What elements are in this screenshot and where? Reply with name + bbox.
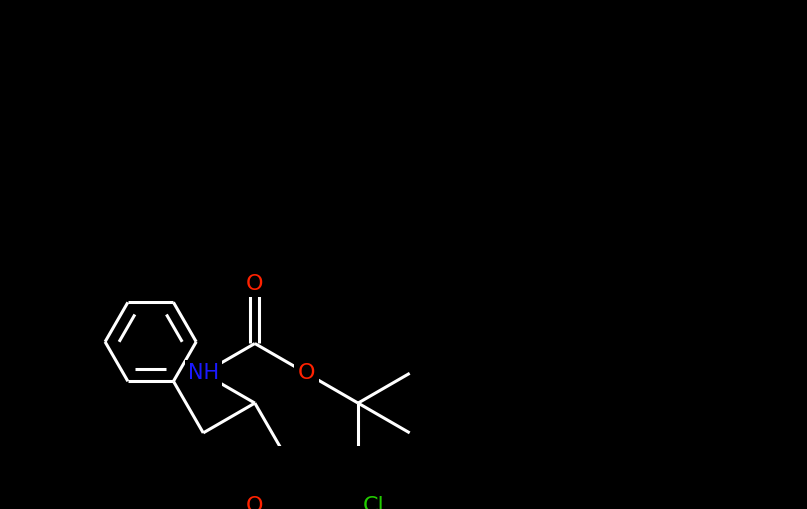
Text: Cl: Cl bbox=[363, 496, 385, 509]
Text: O: O bbox=[298, 363, 316, 383]
Text: O: O bbox=[246, 496, 264, 509]
Text: NH: NH bbox=[188, 363, 219, 383]
Text: O: O bbox=[246, 274, 264, 294]
